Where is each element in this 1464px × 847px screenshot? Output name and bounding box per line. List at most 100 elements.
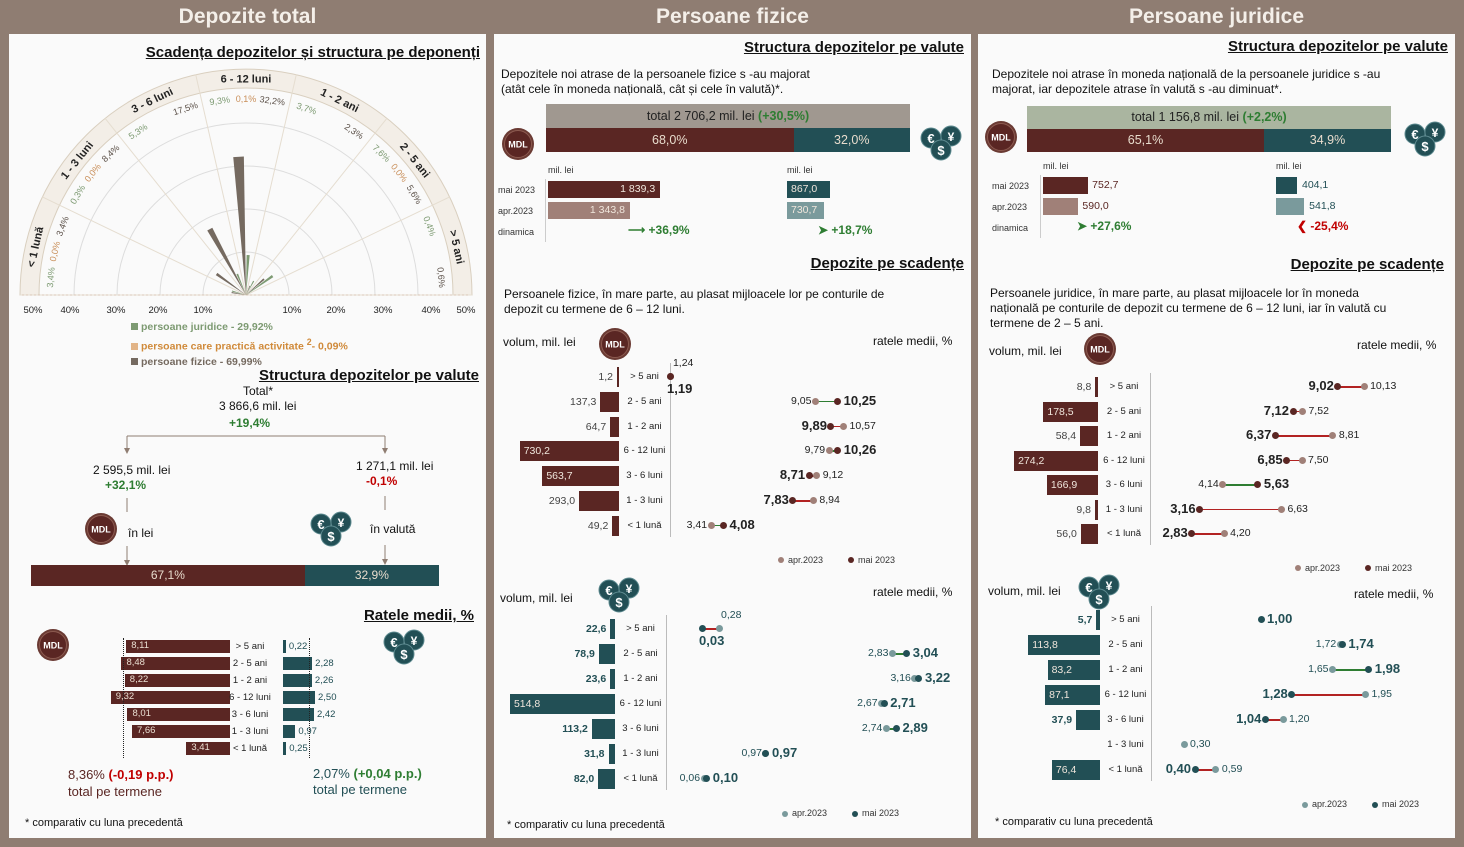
volume-label: volum, mil. lei	[988, 584, 1061, 598]
volume-value: 563,7	[546, 470, 573, 483]
legend-apr: apr.2023	[782, 808, 827, 818]
mdl-coin-icon: MDL	[1083, 332, 1117, 371]
category-label: 6 - 12 luni	[619, 698, 662, 709]
polar-bar	[246, 275, 274, 295]
valuta-label: în valută	[370, 522, 416, 536]
rates-label: ratele medii, %	[1357, 338, 1437, 352]
category-label: < 1 lună	[623, 773, 658, 784]
rates-label: ratele medii, %	[873, 585, 953, 599]
row-label: apr.2023	[498, 206, 534, 216]
volume-label: volum, mil. lei	[503, 335, 576, 349]
svg-text:MDL: MDL	[43, 641, 63, 651]
rate-apr-dot	[1298, 456, 1306, 464]
valuta-average-line	[309, 638, 311, 758]
mdl-total-caption: total pe termene	[68, 784, 162, 799]
polar-tick-label: 10%	[193, 305, 213, 316]
volume-bar	[1028, 635, 1100, 655]
rate-mai-label: 1,00	[1267, 611, 1293, 626]
rate-apr-label: 8,81	[1338, 429, 1360, 441]
legend-mai: mai 2023	[848, 555, 895, 565]
volume-bar	[1046, 475, 1098, 495]
panel-fizice	[494, 34, 971, 838]
unit-label: mil. lei	[787, 165, 813, 175]
svg-text:¥: ¥	[1106, 579, 1113, 593]
rate-change-arrow	[711, 524, 724, 527]
valuta-rate-label: 0,22	[288, 641, 308, 652]
volume-bar	[1095, 499, 1098, 520]
svg-text:MDL: MDL	[605, 340, 625, 350]
legend-item-fizice: persoane fizice - 69,99%	[131, 355, 348, 370]
rate-apr-dot	[1277, 505, 1285, 513]
rate-mai-dot	[1338, 641, 1346, 648]
volume-value: 113,2	[562, 723, 588, 735]
volume-value: 137,3	[570, 395, 597, 408]
juridice-maturity-title: Depozite pe scadențe	[1290, 256, 1444, 273]
rate-mai-label: 10,25	[843, 392, 877, 408]
currency-coins-icon: € ¥ $	[597, 576, 641, 619]
polar-tick-label: 50%	[23, 305, 43, 316]
svg-text:MDL: MDL	[508, 140, 528, 150]
polar-gridline	[116, 165, 376, 296]
axis-line	[666, 615, 667, 790]
rate-apr-dot	[1360, 383, 1368, 390]
rate-mai-dot	[805, 472, 813, 480]
structure-title: Structura depozitelor pe valute	[258, 367, 479, 384]
polar-gridline	[159, 208, 333, 296]
rate-apr-label: 3,16	[890, 672, 911, 684]
rate-apr-label: 2,74	[861, 722, 883, 734]
rate-change-arrow	[1293, 410, 1303, 412]
row-label: mai 2023	[992, 181, 1030, 191]
row-label: mai 2023	[498, 185, 536, 195]
rate-mai-label: 0,03	[699, 633, 725, 648]
volume-bar	[1014, 450, 1098, 471]
mdl-monthly-value: 752,7	[1092, 179, 1119, 191]
polar-bar	[246, 255, 250, 295]
axis-line	[1040, 175, 1041, 238]
volume-bar	[1045, 685, 1100, 705]
valuta-rate-label: 2,28	[315, 658, 334, 669]
rate-mai-label: 4,08	[729, 516, 755, 532]
footnote: * comparativ cu luna precedentă	[995, 816, 1153, 828]
rate-apr-dot	[825, 447, 833, 455]
rate-mai-label: 1,98	[1374, 661, 1401, 676]
rate-apr-dot	[911, 675, 919, 682]
rate-apr-label: 9,79	[804, 444, 826, 457]
category-label: 2 - 5 ani	[623, 648, 658, 659]
category-label: 2 - 5 ani	[232, 658, 268, 669]
rate-apr-label: 3,41	[686, 518, 708, 531]
row-label: apr.2023	[992, 202, 1028, 212]
lei-label: în lei	[128, 526, 154, 540]
mdl-monthly-value: 1 839,3	[620, 183, 656, 195]
rate-mai-label: 7,12	[1263, 402, 1290, 418]
rates-label: ratele medii, %	[873, 334, 953, 348]
mdl-total-rate: 8,36% (-0,19 p.p.)	[68, 767, 174, 782]
category-label: 1 - 3 luni	[231, 726, 269, 737]
rate-apr-label: 1,24	[672, 357, 694, 369]
mdl-rate-bar	[126, 640, 230, 653]
rate-mai-label: 8,71	[779, 467, 806, 483]
legend-item-practica: persoane care practică activitate 2- 0,0…	[131, 335, 348, 355]
polar-tick-label: 40%	[421, 305, 441, 316]
mdl-monthly-bar	[548, 202, 630, 219]
polar-tick-label: 30%	[106, 305, 126, 316]
rate-apr-dot	[811, 397, 819, 405]
rate-apr-dot	[840, 422, 848, 430]
category-label: 6 - 12 luni	[623, 445, 666, 457]
category-label: 3 - 6 luni	[231, 709, 269, 720]
rate-apr-dot	[1212, 766, 1220, 773]
rate-mai-label: 9,89	[801, 417, 827, 433]
category-label: 1 - 2 ani	[1106, 430, 1142, 441]
volume-bar	[610, 669, 615, 689]
juridice-structure-title: Structura depozitelor pe valute	[1227, 38, 1448, 55]
valuta-rate-bar	[283, 742, 287, 755]
rate-mai-label: 9,02	[1308, 378, 1334, 393]
juridice-share-bar: 65,1% 34,9%	[1027, 129, 1391, 152]
rate-apr-dot	[888, 650, 896, 657]
rate-apr-dot	[1298, 407, 1306, 415]
rate-apr-label: 7,52	[1308, 404, 1329, 417]
rate-mai-dot	[1283, 456, 1291, 464]
rate-apr-dot	[1180, 741, 1188, 748]
rate-mai-label: 3,16	[1170, 500, 1196, 516]
rate-mai-label: 2,71	[890, 695, 916, 710]
polar-category-label: 6 - 12 luni	[221, 74, 272, 86]
